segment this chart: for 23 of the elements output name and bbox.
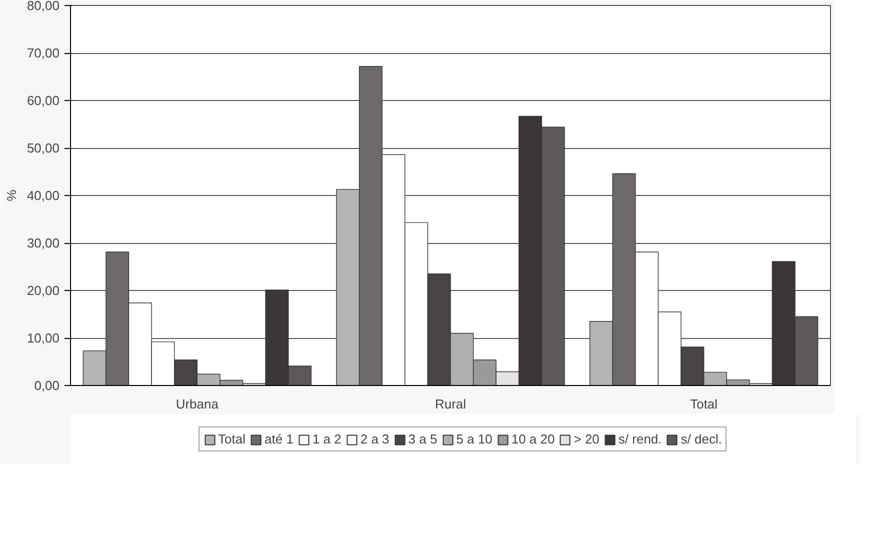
- y-tick-label: 30,00: [26, 236, 60, 250]
- legend-label: até 1: [264, 432, 294, 446]
- y-axis-title: %: [4, 189, 19, 202]
- legend-label: s/ decl.: [680, 432, 722, 446]
- y-tick-label: 20,00: [26, 283, 60, 298]
- y-tick-label: 40,00: [26, 188, 60, 203]
- y-tick-label: 10,00: [26, 330, 60, 346]
- x-tick-label: Urbana: [176, 396, 220, 412]
- x-tick-label: Rural: [434, 396, 466, 412]
- legend-label: 1 a 2: [312, 432, 342, 446]
- y-tick-label: 80,00: [26, 0, 60, 13]
- y-tick-label: 70,00: [26, 46, 60, 60]
- legend-label: Total: [218, 432, 246, 446]
- y-tick-label: 0,00: [34, 378, 60, 393]
- y-tick-label: 50,00: [26, 140, 60, 156]
- legend-label: s/ rend.: [618, 432, 662, 446]
- legend-label: 3 a 5: [408, 432, 438, 446]
- x-tick-label: Total: [690, 396, 718, 412]
- legend-label: 2 a 3: [360, 432, 390, 446]
- legend-label: 5 a 10: [456, 432, 492, 446]
- legend-label: > 20: [574, 432, 600, 446]
- y-tick-label: 60,00: [26, 93, 60, 108]
- legend-label: 10 a 20: [511, 432, 555, 446]
